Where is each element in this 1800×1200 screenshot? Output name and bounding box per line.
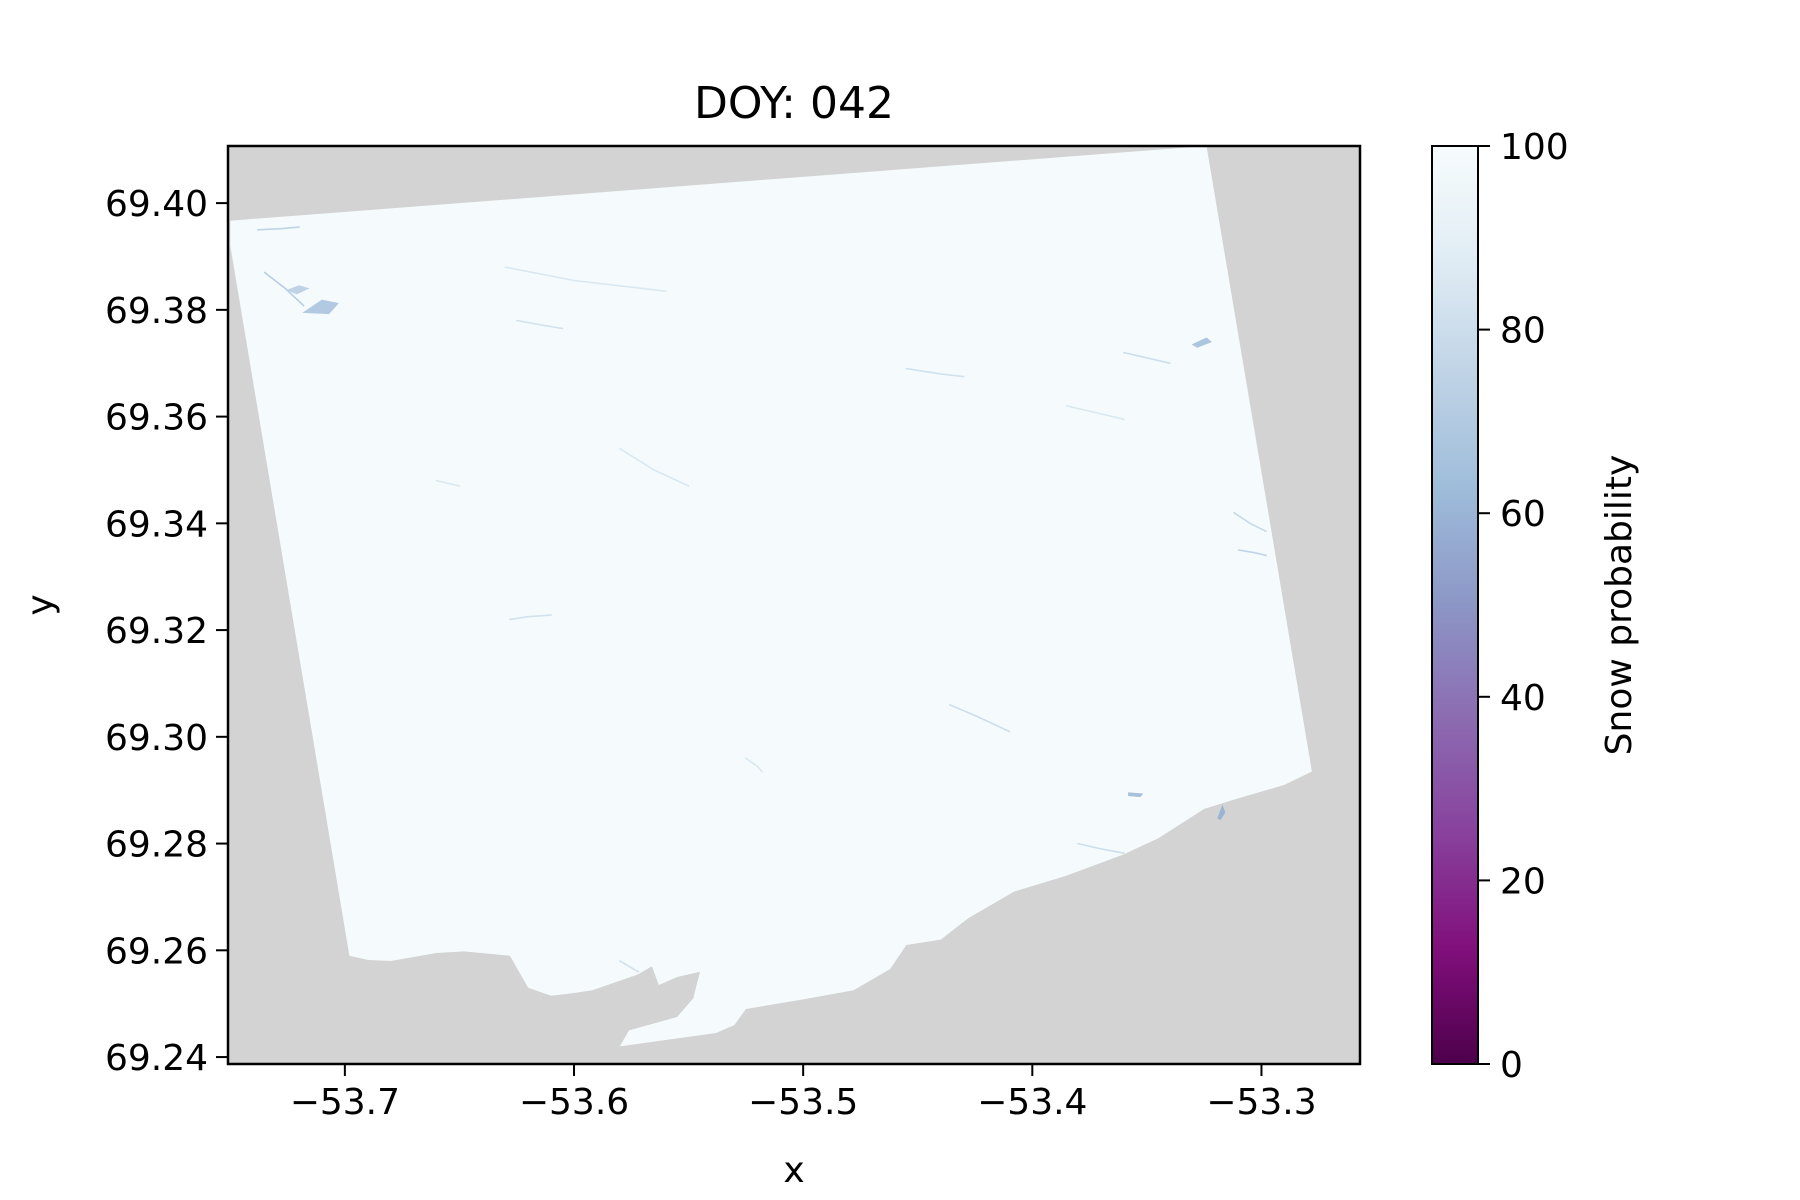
x-tick-label: −53.7 bbox=[290, 1082, 400, 1123]
y-tick-label: 69.28 bbox=[105, 825, 208, 866]
x-tick-label: −53.3 bbox=[1206, 1082, 1316, 1123]
raster-feature-2 bbox=[1191, 337, 1213, 348]
raster-feature-20 bbox=[618, 960, 640, 973]
snow-raster bbox=[230, 146, 1312, 1047]
raster-feature-3 bbox=[1217, 804, 1226, 821]
raster-feature-17 bbox=[515, 319, 564, 330]
raster-feature-1 bbox=[286, 285, 310, 295]
x-tick-label: −53.4 bbox=[977, 1082, 1087, 1123]
y-axis-label: y bbox=[20, 594, 61, 615]
colorbar-label: Snow probability bbox=[1599, 455, 1640, 756]
raster-feature-11 bbox=[618, 447, 690, 487]
y-tick-label: 69.34 bbox=[105, 504, 208, 545]
colorbar-tick-label: 80 bbox=[1500, 311, 1546, 352]
colorbar-tick-label: 100 bbox=[1500, 127, 1569, 168]
y-axis: 69.24 69.26 69.28 69.30 69.32 69.34 69.36 69.38… bbox=[105, 184, 228, 1079]
chart-title: DOY: 042 bbox=[694, 78, 894, 129]
raster-feature-13 bbox=[1123, 351, 1171, 365]
y-tick-label: 69.30 bbox=[105, 718, 208, 759]
colorbar-tick-label: 20 bbox=[1500, 861, 1546, 902]
raster-feature-5 bbox=[263, 271, 305, 307]
x-axis: −53.7 −53.6 −53.5 −53.4 −53.3 bbox=[290, 1064, 1317, 1123]
plot-frame bbox=[226, 144, 1362, 1066]
raster-feature-0 bbox=[302, 299, 339, 315]
raster-feature-7 bbox=[1233, 511, 1267, 533]
raster-feature-8 bbox=[1237, 549, 1267, 557]
raster-feature-19 bbox=[435, 479, 461, 487]
raster-feature-16 bbox=[1077, 842, 1125, 855]
raster-feature-9 bbox=[948, 703, 1011, 733]
colorbar bbox=[1431, 145, 1479, 1065]
x-tick-label: −53.6 bbox=[519, 1082, 629, 1123]
colorbar-tick-label: 40 bbox=[1500, 678, 1546, 719]
x-tick-label: −53.5 bbox=[748, 1082, 858, 1123]
raster-feature-14 bbox=[504, 266, 667, 293]
raster-feature-10 bbox=[509, 614, 552, 621]
raster-feature-6 bbox=[256, 226, 300, 231]
colorbar-tick-label: 0 bbox=[1500, 1045, 1523, 1086]
raster-feature-12 bbox=[1065, 405, 1125, 421]
raster-features bbox=[256, 226, 1267, 973]
y-tick-label: 69.26 bbox=[105, 931, 208, 972]
colorbar-tick-label: 60 bbox=[1500, 494, 1546, 535]
colorbar-axis: 0 20 40 60 80 100 bbox=[1478, 127, 1569, 1086]
y-tick-label: 69.36 bbox=[105, 398, 208, 439]
y-tick-label: 69.40 bbox=[105, 184, 208, 225]
y-tick-label: 69.38 bbox=[105, 291, 208, 332]
raster-feature-4 bbox=[1128, 792, 1144, 798]
y-tick-label: 69.24 bbox=[105, 1038, 208, 1079]
raster-feature-15 bbox=[905, 367, 965, 378]
raster-feature-18 bbox=[745, 757, 763, 773]
x-axis-label: x bbox=[783, 1150, 804, 1191]
y-tick-label: 69.32 bbox=[105, 611, 208, 652]
